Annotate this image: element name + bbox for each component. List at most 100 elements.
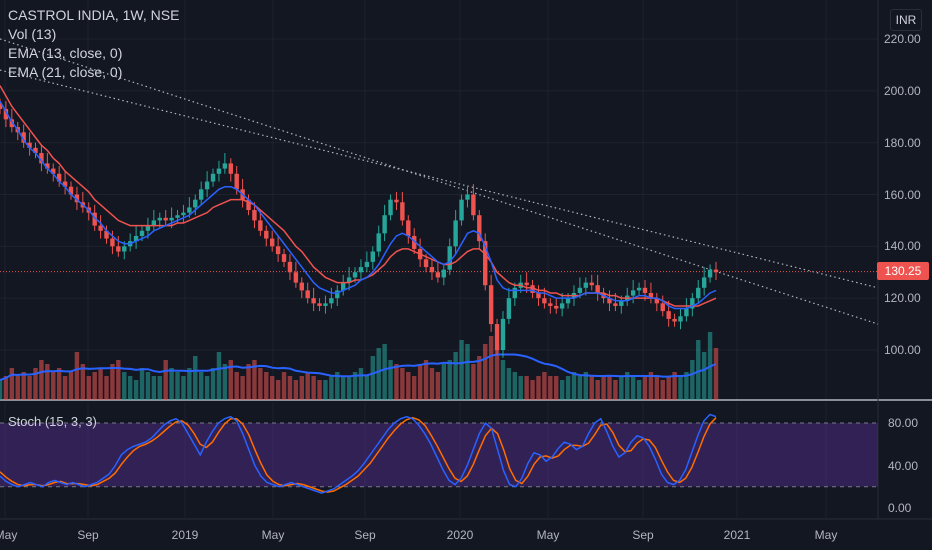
volume-bar (642, 376, 648, 400)
volume-bar (33, 368, 38, 400)
candle-body (305, 290, 310, 299)
candle-body (56, 173, 62, 182)
candle-body (234, 173, 239, 190)
ema21-line (0, 85, 717, 307)
candle-body (542, 298, 547, 304)
stoch-indicator-label[interactable]: Stoch (15, 3, 3) (8, 414, 97, 429)
volume-bar (548, 376, 553, 400)
volume-bar (388, 360, 393, 400)
volume-bar (364, 376, 370, 400)
volume-bar (636, 380, 642, 400)
candle-body (412, 235, 417, 249)
volume-bar (92, 372, 97, 400)
candle-body (163, 217, 168, 221)
time-tick-label: 2021 (723, 528, 751, 542)
volume-bar (571, 372, 577, 400)
volume-bar (110, 364, 115, 400)
candle-body (559, 303, 565, 309)
candle-body (122, 246, 127, 252)
volume-bar (258, 368, 263, 400)
time-tick-label: Sep (77, 528, 99, 542)
currency-badge[interactable]: INR (890, 9, 922, 31)
volume-bar (228, 360, 233, 400)
candle-body (169, 217, 174, 221)
volume-bar (3, 376, 9, 400)
volume-bar (577, 376, 583, 400)
volume-bar (536, 376, 541, 400)
candle-body (423, 259, 429, 268)
volume-bar (483, 344, 488, 400)
volume-bar (264, 372, 269, 400)
volume-bar (240, 376, 245, 400)
candle-body (133, 235, 139, 242)
candle-body (352, 272, 358, 278)
volume-bar (299, 376, 304, 400)
candle-body (713, 269, 719, 273)
volume-bar (400, 368, 405, 400)
volume-bar (122, 372, 127, 400)
volume-bar (406, 372, 411, 400)
stoch-tick-label: 40.00 (888, 458, 919, 473)
candle-body (666, 311, 671, 319)
candle-body (388, 199, 393, 216)
candle-body (636, 287, 642, 291)
ema13-indicator-label[interactable]: EMA (13, close, 0) (8, 45, 123, 61)
candle-body (447, 246, 452, 270)
candle-body (287, 261, 293, 273)
candle-body (471, 194, 476, 216)
stoch-band (0, 423, 878, 487)
volume-bar (601, 376, 606, 400)
volume-bar (163, 360, 168, 400)
volume-bar (157, 376, 162, 400)
candle-body (406, 220, 411, 236)
candle-body (181, 212, 186, 216)
volume-bar (583, 372, 589, 400)
candle-body (74, 194, 80, 203)
volume-bar (21, 372, 26, 400)
volume-bar (62, 376, 68, 400)
volume-bar (175, 372, 180, 400)
candle-body (465, 194, 470, 200)
volume-bar (281, 372, 287, 400)
volume-bar (595, 380, 600, 400)
volume-bar (488, 336, 494, 400)
volume-bar (222, 364, 228, 400)
volume-bar (684, 372, 689, 400)
ema21-indicator-label[interactable]: EMA (21, close, 0) (8, 64, 123, 80)
volume-bar (252, 360, 257, 400)
volume-bar (376, 348, 381, 400)
stoch-tick-label: 0.00 (888, 501, 912, 515)
volume-bar (86, 376, 91, 400)
candle-body (246, 199, 251, 211)
volume-bar (317, 380, 322, 400)
stoch-tick-label: 80.00 (888, 416, 919, 430)
chart-legend: CASTROL INDIA, 1W, NSE Vol (13) EMA (13,… (8, 6, 179, 82)
candle-body (187, 207, 192, 213)
volume-bar (565, 376, 571, 400)
volume-bar (216, 352, 222, 400)
volume-bar (116, 360, 121, 400)
volume-bar (104, 376, 109, 400)
candle-body (210, 173, 216, 182)
volume-bar (666, 376, 671, 400)
volume-bar (293, 380, 299, 400)
volume-bar (441, 364, 447, 400)
candle-body (678, 316, 683, 322)
candle-body (68, 186, 74, 195)
volume-indicator-label[interactable]: Vol (13) (8, 26, 57, 42)
candle-body (228, 163, 233, 174)
candle-body (264, 230, 269, 239)
candle-body (690, 298, 695, 309)
candle-body (341, 282, 346, 291)
candle-body (382, 215, 387, 234)
volume-bar (589, 376, 594, 400)
volume-bar (210, 368, 216, 400)
candle-body (707, 269, 713, 278)
candle-body (39, 153, 44, 164)
price-tick-label: 120.00 (884, 291, 921, 306)
candle-body (9, 119, 15, 128)
volume-bar (394, 364, 399, 400)
symbol-title[interactable]: CASTROL INDIA, 1W, NSE (8, 7, 180, 23)
candle-body (364, 261, 370, 268)
